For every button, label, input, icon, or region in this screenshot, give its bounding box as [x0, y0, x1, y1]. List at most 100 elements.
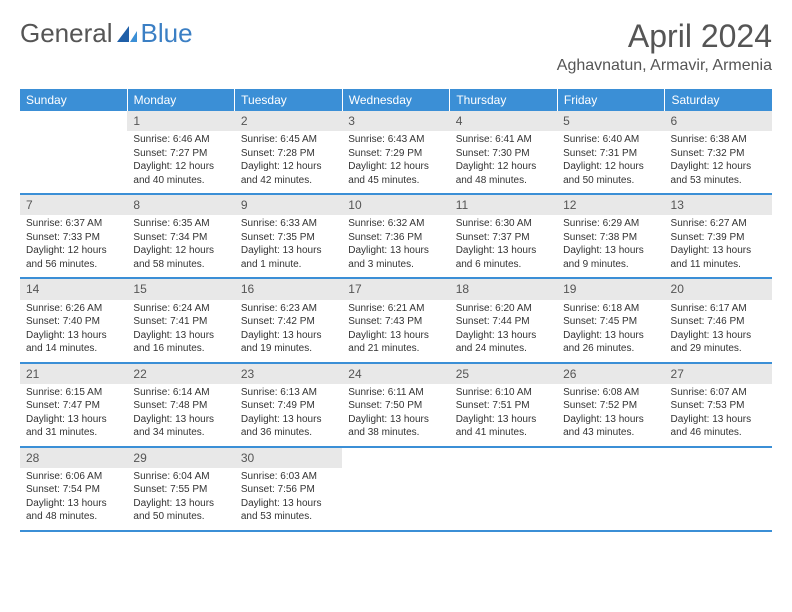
day-body: Sunrise: 6:06 AMSunset: 7:54 PMDaylight:… [20, 468, 127, 530]
sunset-line: Sunset: 7:27 PM [133, 147, 228, 161]
sunset-line: Sunset: 7:50 PM [348, 399, 443, 413]
weekday-header: Saturday [665, 89, 772, 111]
sunrise-line: Sunrise: 6:29 AM [563, 217, 658, 231]
daylight-line: Daylight: 12 hours and 58 minutes. [133, 244, 228, 271]
day-cell [665, 448, 772, 530]
week-row: 1Sunrise: 6:46 AMSunset: 7:27 PMDaylight… [20, 111, 772, 195]
day-cell: 7Sunrise: 6:37 AMSunset: 7:33 PMDaylight… [20, 195, 127, 277]
sunset-line: Sunset: 7:38 PM [563, 231, 658, 245]
daylight-line: Daylight: 13 hours and 9 minutes. [563, 244, 658, 271]
sunset-line: Sunset: 7:34 PM [133, 231, 228, 245]
day-body: Sunrise: 6:24 AMSunset: 7:41 PMDaylight:… [127, 300, 234, 362]
daylight-line: Daylight: 12 hours and 45 minutes. [348, 160, 443, 187]
daylight-line: Daylight: 13 hours and 34 minutes. [133, 413, 228, 440]
day-body: Sunrise: 6:18 AMSunset: 7:45 PMDaylight:… [557, 300, 664, 362]
day-body: Sunrise: 6:43 AMSunset: 7:29 PMDaylight:… [342, 131, 449, 193]
day-body: Sunrise: 6:04 AMSunset: 7:55 PMDaylight:… [127, 468, 234, 530]
day-body: Sunrise: 6:30 AMSunset: 7:37 PMDaylight:… [450, 215, 557, 277]
sunrise-line: Sunrise: 6:14 AM [133, 386, 228, 400]
day-number: 3 [342, 111, 449, 131]
day-body: Sunrise: 6:40 AMSunset: 7:31 PMDaylight:… [557, 131, 664, 193]
day-number: 9 [235, 195, 342, 215]
day-cell: 6Sunrise: 6:38 AMSunset: 7:32 PMDaylight… [665, 111, 772, 193]
day-body: Sunrise: 6:20 AMSunset: 7:44 PMDaylight:… [450, 300, 557, 362]
daylight-line: Daylight: 13 hours and 38 minutes. [348, 413, 443, 440]
week-row: 28Sunrise: 6:06 AMSunset: 7:54 PMDayligh… [20, 448, 772, 532]
sunrise-line: Sunrise: 6:20 AM [456, 302, 551, 316]
day-cell: 16Sunrise: 6:23 AMSunset: 7:42 PMDayligh… [235, 279, 342, 361]
day-cell: 27Sunrise: 6:07 AMSunset: 7:53 PMDayligh… [665, 364, 772, 446]
day-body: Sunrise: 6:10 AMSunset: 7:51 PMDaylight:… [450, 384, 557, 446]
sunrise-line: Sunrise: 6:32 AM [348, 217, 443, 231]
daylight-line: Daylight: 13 hours and 48 minutes. [26, 497, 121, 524]
day-cell: 13Sunrise: 6:27 AMSunset: 7:39 PMDayligh… [665, 195, 772, 277]
day-body: Sunrise: 6:29 AMSunset: 7:38 PMDaylight:… [557, 215, 664, 277]
day-body: Sunrise: 6:17 AMSunset: 7:46 PMDaylight:… [665, 300, 772, 362]
day-number: 6 [665, 111, 772, 131]
day-cell: 2Sunrise: 6:45 AMSunset: 7:28 PMDaylight… [235, 111, 342, 193]
day-cell [557, 448, 664, 530]
day-cell: 21Sunrise: 6:15 AMSunset: 7:47 PMDayligh… [20, 364, 127, 446]
sunset-line: Sunset: 7:52 PM [563, 399, 658, 413]
sunrise-line: Sunrise: 6:43 AM [348, 133, 443, 147]
day-number: 17 [342, 279, 449, 299]
day-number: 15 [127, 279, 234, 299]
day-cell: 17Sunrise: 6:21 AMSunset: 7:43 PMDayligh… [342, 279, 449, 361]
sunset-line: Sunset: 7:55 PM [133, 483, 228, 497]
day-body: Sunrise: 6:03 AMSunset: 7:56 PMDaylight:… [235, 468, 342, 530]
sunset-line: Sunset: 7:35 PM [241, 231, 336, 245]
day-number: 29 [127, 448, 234, 468]
day-body: Sunrise: 6:08 AMSunset: 7:52 PMDaylight:… [557, 384, 664, 446]
day-number: 4 [450, 111, 557, 131]
day-body: Sunrise: 6:07 AMSunset: 7:53 PMDaylight:… [665, 384, 772, 446]
sunrise-line: Sunrise: 6:07 AM [671, 386, 766, 400]
day-number: 13 [665, 195, 772, 215]
sunset-line: Sunset: 7:45 PM [563, 315, 658, 329]
day-number [342, 448, 449, 452]
sunrise-line: Sunrise: 6:06 AM [26, 470, 121, 484]
daylight-line: Daylight: 12 hours and 56 minutes. [26, 244, 121, 271]
sunrise-line: Sunrise: 6:24 AM [133, 302, 228, 316]
day-cell: 11Sunrise: 6:30 AMSunset: 7:37 PMDayligh… [450, 195, 557, 277]
day-cell: 18Sunrise: 6:20 AMSunset: 7:44 PMDayligh… [450, 279, 557, 361]
day-body: Sunrise: 6:38 AMSunset: 7:32 PMDaylight:… [665, 131, 772, 193]
sunset-line: Sunset: 7:37 PM [456, 231, 551, 245]
daylight-line: Daylight: 13 hours and 36 minutes. [241, 413, 336, 440]
day-body: Sunrise: 6:27 AMSunset: 7:39 PMDaylight:… [665, 215, 772, 277]
day-body: Sunrise: 6:35 AMSunset: 7:34 PMDaylight:… [127, 215, 234, 277]
day-number: 12 [557, 195, 664, 215]
weekday-header: Monday [128, 89, 236, 111]
day-number: 5 [557, 111, 664, 131]
daylight-line: Daylight: 13 hours and 6 minutes. [456, 244, 551, 271]
day-number: 10 [342, 195, 449, 215]
sunrise-line: Sunrise: 6:03 AM [241, 470, 336, 484]
weekday-header: Tuesday [235, 89, 343, 111]
daylight-line: Daylight: 13 hours and 21 minutes. [348, 329, 443, 356]
logo-text-blue: Blue [141, 18, 193, 49]
daylight-line: Daylight: 13 hours and 46 minutes. [671, 413, 766, 440]
day-number: 28 [20, 448, 127, 468]
day-number: 22 [127, 364, 234, 384]
sunset-line: Sunset: 7:28 PM [241, 147, 336, 161]
daylight-line: Daylight: 13 hours and 29 minutes. [671, 329, 766, 356]
sunset-line: Sunset: 7:51 PM [456, 399, 551, 413]
day-number [557, 448, 664, 452]
daylight-line: Daylight: 13 hours and 41 minutes. [456, 413, 551, 440]
day-number: 24 [342, 364, 449, 384]
day-body: Sunrise: 6:26 AMSunset: 7:40 PMDaylight:… [20, 300, 127, 362]
day-body: Sunrise: 6:13 AMSunset: 7:49 PMDaylight:… [235, 384, 342, 446]
sunset-line: Sunset: 7:54 PM [26, 483, 121, 497]
day-cell: 19Sunrise: 6:18 AMSunset: 7:45 PMDayligh… [557, 279, 664, 361]
weekday-header: Sunday [20, 89, 128, 111]
day-number [665, 448, 772, 452]
sunrise-line: Sunrise: 6:37 AM [26, 217, 121, 231]
day-cell: 14Sunrise: 6:26 AMSunset: 7:40 PMDayligh… [20, 279, 127, 361]
day-cell: 10Sunrise: 6:32 AMSunset: 7:36 PMDayligh… [342, 195, 449, 277]
sunrise-line: Sunrise: 6:04 AM [133, 470, 228, 484]
daylight-line: Daylight: 13 hours and 24 minutes. [456, 329, 551, 356]
day-body: Sunrise: 6:41 AMSunset: 7:30 PMDaylight:… [450, 131, 557, 193]
day-cell [342, 448, 449, 530]
weekday-header: Thursday [450, 89, 558, 111]
title-block: April 2024 Aghavnatun, Armavir, Armenia [557, 18, 772, 75]
daylight-line: Daylight: 12 hours and 48 minutes. [456, 160, 551, 187]
